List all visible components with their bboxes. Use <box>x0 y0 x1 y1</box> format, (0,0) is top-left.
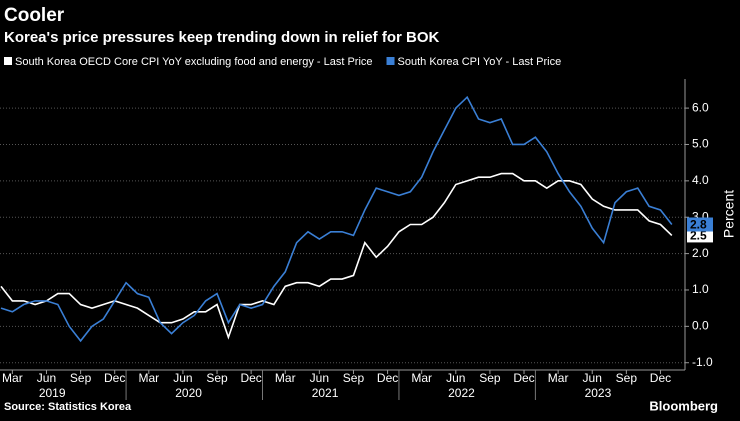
y-tick-label: 5.0 <box>692 137 709 151</box>
x-tick-label: Jun <box>446 371 465 385</box>
last-value-label: 2.8 <box>690 218 707 232</box>
last-value-box <box>687 228 713 243</box>
year-label: 2022 <box>448 386 475 400</box>
x-tick-label: Dec <box>513 371 534 385</box>
y-tick-label: 2.0 <box>692 246 709 260</box>
last-value-box <box>687 217 713 232</box>
y-tick-label: 6.0 <box>692 100 709 114</box>
y-tick-label: -1.0 <box>692 355 713 369</box>
x-tick-label: Mar <box>2 371 23 385</box>
year-label: 2020 <box>175 386 202 400</box>
legend-swatch <box>386 57 395 65</box>
x-tick-label: Dec <box>650 371 671 385</box>
x-tick-label: Dec <box>104 371 125 385</box>
legend-label: South Korea OECD Core CPI YoY excluding … <box>15 56 373 68</box>
x-tick-label: Mar <box>548 371 569 385</box>
year-label: 2021 <box>312 386 339 400</box>
year-label: 2023 <box>585 386 612 400</box>
series-line <box>0 172 673 340</box>
y-axis-label: Percent <box>721 190 737 238</box>
source: Source: Statistics Korea <box>4 401 132 413</box>
x-tick-label: Sep <box>479 371 501 385</box>
x-tick-label: Sep <box>343 371 365 385</box>
y-tick-label: 0.0 <box>692 319 709 333</box>
chart-title: Cooler <box>4 5 65 26</box>
year-label: 2019 <box>39 386 66 400</box>
x-tick-label: Dec <box>240 371 261 385</box>
y-tick-label: 1.0 <box>692 282 709 296</box>
legend-swatch <box>4 57 12 65</box>
y-tick-label: 4.0 <box>692 173 709 187</box>
x-tick-label: Mar <box>275 371 296 385</box>
x-tick-label: Dec <box>377 371 398 385</box>
x-tick-label: Sep <box>206 371 228 385</box>
series-line <box>0 95 673 343</box>
chart-subtitle: Korea's price pressures keep trending do… <box>4 29 440 46</box>
x-tick-label: Jun <box>583 371 602 385</box>
brand: Bloomberg <box>649 398 718 413</box>
legend-label: South Korea CPI YoY - Last Price <box>398 56 562 68</box>
x-tick-label: Jun <box>310 371 329 385</box>
x-tick-label: Jun <box>37 371 56 385</box>
x-tick-label: Sep <box>616 371 638 385</box>
x-tick-label: Sep <box>70 371 92 385</box>
x-tick-label: Jun <box>173 371 192 385</box>
last-value-label: 2.5 <box>690 229 707 243</box>
x-tick-label: Mar <box>411 371 432 385</box>
x-tick-label: Mar <box>138 371 159 385</box>
